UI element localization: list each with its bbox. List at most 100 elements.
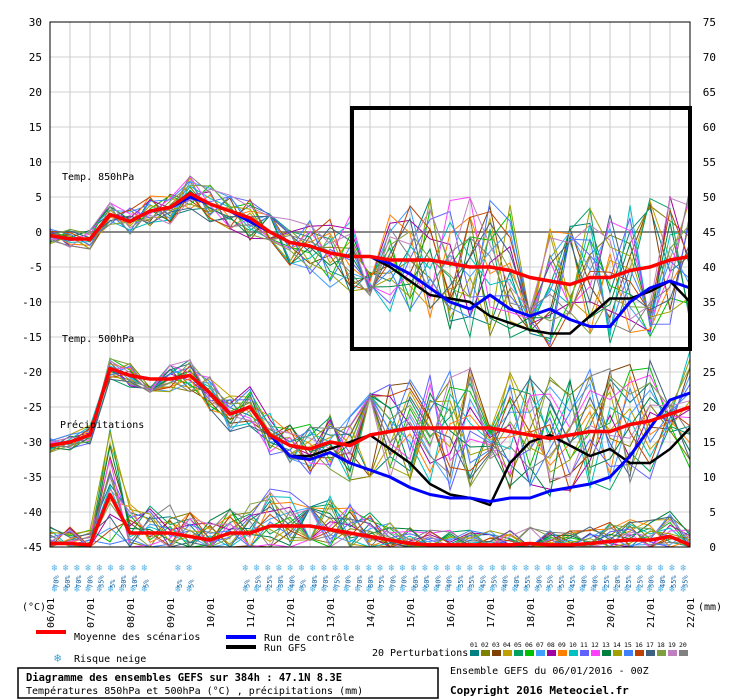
panel-label-t500: Temp. 500hPa bbox=[62, 334, 134, 345]
left-tick-label: 10 bbox=[29, 156, 42, 169]
snow-flake-icon: ❄ bbox=[130, 563, 137, 574]
snow-risk-value: 40% bbox=[659, 575, 667, 588]
snow-flake-icon: ❄ bbox=[647, 563, 654, 574]
snow-flake-icon: ❄ bbox=[377, 563, 384, 574]
perturbation-id: 16 bbox=[635, 641, 643, 649]
perturbation-precip-line bbox=[49, 506, 691, 548]
snow-flake-icon: ❄ bbox=[265, 563, 272, 574]
left-tick-label: 0 bbox=[35, 226, 42, 239]
snow-risk-value: 45% bbox=[569, 575, 577, 588]
perturbation-swatch bbox=[624, 650, 633, 656]
snow-flake-icon: ❄ bbox=[602, 584, 609, 595]
snow-flake-icon: ❄ bbox=[512, 584, 519, 595]
snow-flake-icon: ❄ bbox=[422, 584, 429, 595]
snow-flake-icon: ❄ bbox=[658, 584, 665, 595]
copyright: Copyright 2016 Meteociel.fr bbox=[450, 684, 629, 697]
snow-risk-value: 60% bbox=[423, 575, 431, 588]
snow-flake-icon: ❄ bbox=[579, 584, 586, 595]
snow-risk-value: 5% bbox=[109, 579, 117, 588]
perturbation-swatch bbox=[481, 650, 490, 656]
perturbation-swatch bbox=[569, 650, 578, 656]
snow-risk-value: 40% bbox=[580, 575, 588, 588]
perturbation-swatch bbox=[668, 650, 677, 656]
snow-flake-icon: ❄ bbox=[613, 584, 620, 595]
x-date-label: 07/01 bbox=[86, 598, 97, 628]
snow-risk-value: 5% bbox=[176, 579, 184, 588]
snow-flake-icon: ❄ bbox=[175, 584, 182, 595]
snow-flake-icon: ❄ bbox=[546, 563, 553, 574]
snow-flake-icon: ❄ bbox=[568, 563, 575, 574]
x-date-label: 20/01 bbox=[606, 598, 617, 628]
snow-flake-icon: ❄ bbox=[680, 584, 687, 595]
snow-flake-icon: ❄ bbox=[400, 563, 407, 574]
snow-flake-icon: ❄ bbox=[85, 563, 92, 574]
perturbation-swatch bbox=[613, 650, 622, 656]
perturbation-swatch bbox=[679, 650, 688, 656]
snow-flake-icon: ❄ bbox=[299, 563, 306, 574]
perturbation-swatch bbox=[492, 650, 501, 656]
snow-risk-value: 40% bbox=[434, 575, 442, 588]
perturbation-line bbox=[49, 193, 691, 332]
perturbation-line bbox=[49, 176, 691, 331]
snow-flake-icon: ❄ bbox=[478, 563, 485, 574]
x-date-label: 16/01 bbox=[446, 598, 457, 628]
left-tick-label: -5 bbox=[29, 261, 42, 274]
snow-risk-value: 35% bbox=[681, 575, 689, 588]
perturbation-id: 11 bbox=[580, 641, 588, 649]
snow-flake-icon: ❄ bbox=[433, 563, 440, 574]
snow-flake-icon: ❄ bbox=[445, 563, 452, 574]
left-tick-label: -45 bbox=[22, 541, 42, 554]
snow-risk-value: 55% bbox=[524, 575, 532, 588]
snow-flake-icon: ❄ bbox=[388, 584, 395, 595]
perturbation-swatch bbox=[536, 650, 545, 656]
series-line-3 bbox=[49, 366, 691, 451]
snow-flake-icon: ❄ bbox=[299, 584, 306, 595]
snow-flake-icon: ❄ bbox=[242, 584, 249, 595]
x-date-label: 13/01 bbox=[326, 598, 337, 628]
perturbation-swatch bbox=[602, 650, 611, 656]
snow-flake-icon: ❄ bbox=[680, 563, 687, 574]
right-tick-label: 5 bbox=[709, 506, 716, 519]
left-tick-label: -10 bbox=[22, 296, 42, 309]
right-tick-label: 75 bbox=[703, 16, 716, 29]
snow-flake-icon: ❄ bbox=[186, 563, 193, 574]
x-date-label: 15/01 bbox=[406, 598, 417, 628]
perturbation-swatch bbox=[503, 650, 512, 656]
left-tick-label: 5 bbox=[35, 191, 42, 204]
x-date-label: 22/01 bbox=[686, 598, 697, 628]
snow-flake-icon: ❄ bbox=[635, 584, 642, 595]
x-date-label: 19/01 bbox=[566, 598, 577, 628]
snow-risk-value: 70% bbox=[86, 575, 94, 588]
perturbation-id: 10 bbox=[569, 641, 577, 649]
snow-flake-icon: ❄ bbox=[388, 563, 395, 574]
snow-risk-strip: ❄❄70%❄❄60%❄❄70%❄❄70%❄❄35%❄❄5%❄❄30%❄❄10%❄… bbox=[52, 563, 690, 595]
snow-risk-value: 55% bbox=[558, 575, 566, 588]
snow-risk-value: 70% bbox=[53, 575, 61, 588]
snow-flake-icon: ❄ bbox=[254, 563, 261, 574]
snow-flake-icon: ❄ bbox=[635, 563, 642, 574]
snow-flake-icon: ❄ bbox=[591, 563, 598, 574]
snow-flake-icon: ❄ bbox=[119, 563, 126, 574]
perturbation-id: 13 bbox=[602, 641, 610, 649]
perturbation-swatch bbox=[547, 650, 556, 656]
right-tick-label: 20 bbox=[703, 401, 716, 414]
snow-flake-icon: ❄ bbox=[422, 563, 429, 574]
snow-flake-icon: ❄ bbox=[624, 563, 631, 574]
snow-flake-icon: ❄ bbox=[355, 584, 362, 595]
snow-flake-icon: ❄ bbox=[456, 563, 463, 574]
snow-flake-icon: ❄ bbox=[344, 584, 351, 595]
perturbation-id: 12 bbox=[591, 641, 599, 649]
panel-label-t850: Temp. 850hPa bbox=[62, 172, 134, 183]
snow-flake-icon: ❄ bbox=[512, 563, 519, 574]
perturbation-line bbox=[49, 175, 691, 333]
perturbation-id: 07 bbox=[536, 641, 544, 649]
snow-flake-icon: ❄ bbox=[321, 584, 328, 595]
snow-risk-value: 45% bbox=[479, 575, 487, 588]
perturbation-swatch bbox=[580, 650, 589, 656]
perturbation-swatch bbox=[514, 650, 523, 656]
snow-risk-value: 40% bbox=[311, 575, 319, 588]
snow-flake-icon: ❄ bbox=[445, 584, 452, 595]
snow-flake-icon: ❄ bbox=[411, 563, 418, 574]
chart-subtitle: Températures 850hPa et 500hPa (°C) , pré… bbox=[26, 685, 363, 697]
snow-flake-icon: ❄ bbox=[310, 584, 317, 595]
